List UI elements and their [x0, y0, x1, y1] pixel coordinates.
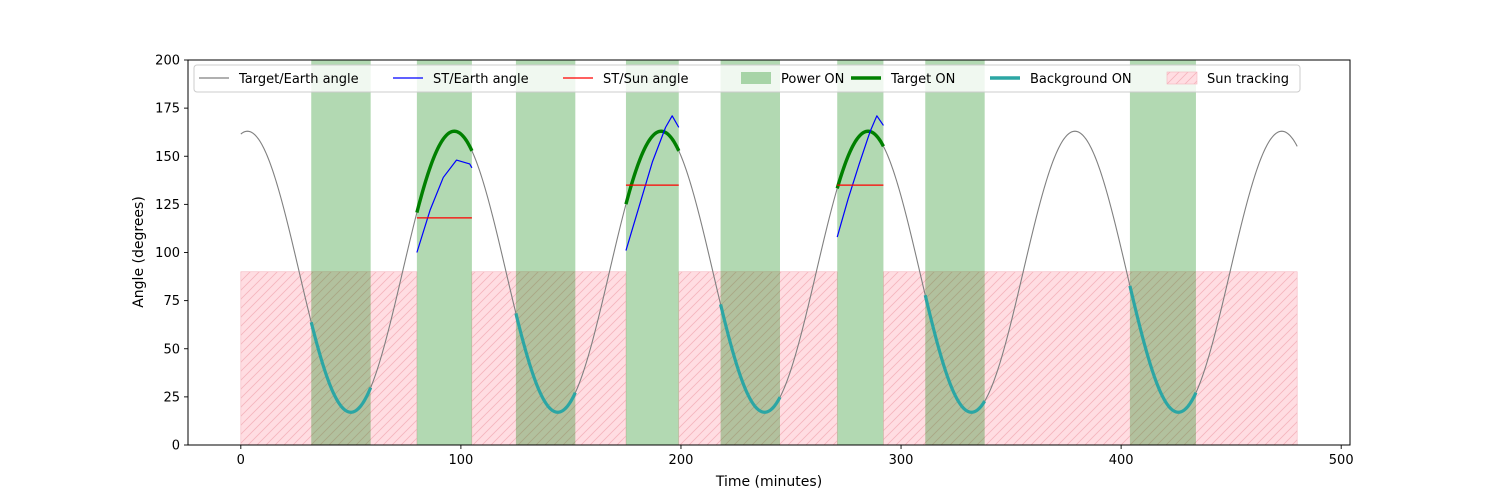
- background-on-segment-1: [514, 312, 577, 414]
- legend-label-background_on: Background ON: [1030, 72, 1132, 87]
- y-tick-label-0: 0: [172, 439, 180, 454]
- legend-label-power_on: Power ON: [781, 72, 844, 87]
- x-tick-label-500: 500: [1329, 453, 1354, 468]
- legend-label-st_earth: ST/Earth angle: [433, 72, 529, 87]
- y-tick-label-200: 200: [155, 54, 180, 69]
- background-on-segment-3: [923, 294, 987, 414]
- st-earth-angle-segment-0: [416, 159, 473, 253]
- y-axis-label: Angle (degrees): [131, 196, 147, 308]
- y-tick-label-100: 100: [155, 246, 180, 261]
- plot-area: [240, 60, 1298, 445]
- background-on-segment-4: [1128, 285, 1198, 414]
- st-earth-angle-segment-1: [625, 115, 680, 251]
- legend-swatch-power_on: [741, 72, 771, 84]
- target-on-segment-2: [835, 129, 885, 189]
- y-tick-label-75: 75: [163, 294, 180, 309]
- sun-tracking-hatch-0: [240, 271, 417, 445]
- background-on-segment-0: [309, 321, 373, 414]
- y-tick-label-125: 125: [155, 198, 180, 213]
- x-tick-label-400: 400: [1109, 453, 1134, 468]
- background-on-segment-2: [719, 303, 782, 414]
- x-tick-label-100: 100: [448, 453, 473, 468]
- y-tick-label-150: 150: [155, 150, 180, 165]
- x-axis-label: Time (minutes): [715, 474, 822, 490]
- power-on-span-5: [837, 60, 884, 445]
- power-on-span-7: [1129, 60, 1196, 445]
- power-on-span-2: [515, 60, 576, 445]
- target-on-segment-1: [624, 129, 681, 205]
- power-on-span-6: [925, 60, 985, 445]
- target-on-segment-0: [415, 129, 474, 214]
- sun-tracking-hatch-2: [678, 271, 838, 445]
- power-on-span-0: [311, 60, 371, 445]
- x-tick-label-300: 300: [889, 453, 914, 468]
- legend-box: [193, 64, 1301, 93]
- power-on-span-4: [720, 60, 781, 445]
- y-tick-label-25: 25: [163, 390, 180, 405]
- legend: Target/Earth angle ST/Earth angle ST/Sun a…: [193, 64, 1301, 93]
- legend-label-sun_tracking: Sun tracking: [1207, 72, 1289, 87]
- legend-swatch-hatch-sun_tracking: [1167, 72, 1197, 84]
- power-on-span-3: [625, 60, 679, 445]
- y-tick-label-175: 175: [155, 102, 180, 117]
- legend-label-target_on: Target ON: [890, 72, 955, 87]
- legend-label-st_sun: ST/Sun angle: [603, 72, 689, 87]
- st-earth-angle-segment-2: [836, 115, 884, 238]
- sun-tracking-hatch-3: [883, 271, 1298, 445]
- x-tick-label-0: 0: [237, 453, 245, 468]
- power-on-span-1: [416, 60, 472, 445]
- y-tick-label-50: 50: [163, 342, 180, 357]
- axes: 0 100 200 300 400 500 0 25 50 75 100 125 150 175 200: [155, 54, 1353, 469]
- legend-label-target_earth: Target/Earth angle: [238, 72, 359, 87]
- x-tick-label-200: 200: [669, 453, 694, 468]
- sun-tracking-hatch-1: [471, 271, 626, 445]
